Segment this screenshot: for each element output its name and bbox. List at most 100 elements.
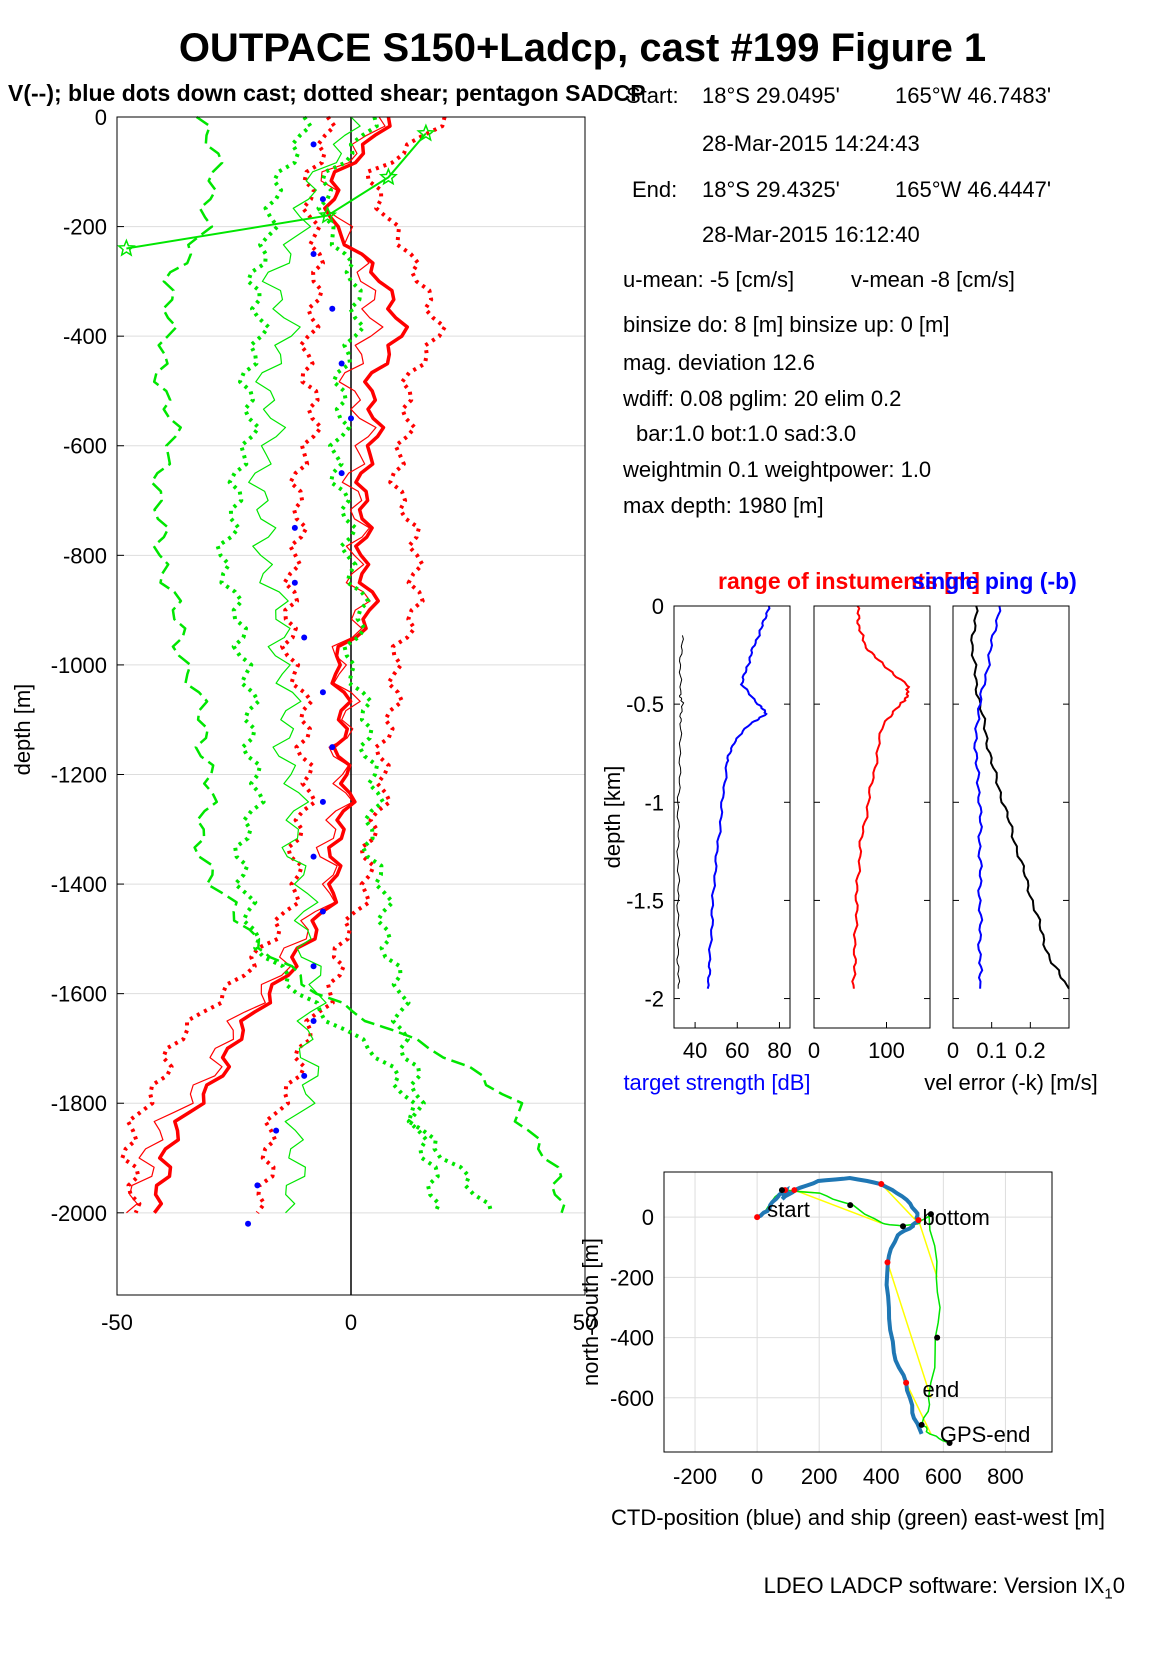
downcast-dot bbox=[310, 853, 317, 860]
sadcp-pentagon bbox=[318, 205, 338, 224]
downcast-dot bbox=[310, 250, 317, 257]
velocity-error-chart: 0 0.1 0.2 vel error (-k) [m/s] bbox=[924, 605, 1098, 1095]
max-depth: max depth: 1980 [m] bbox=[623, 493, 824, 518]
software-tail: 0 bbox=[1112, 1573, 1125, 1598]
ship-marker bbox=[900, 1223, 907, 1230]
x-tick-label: 0.2 bbox=[1015, 1038, 1046, 1063]
downcast-dot bbox=[319, 908, 326, 915]
downcast-dot bbox=[291, 524, 298, 531]
y-axis-label: depth [km] bbox=[600, 766, 625, 869]
mag-deviation: mag. deviation 12.6 bbox=[623, 350, 816, 375]
bar-settings: bar:1.0 bot:1.0 sad:3.0 bbox=[636, 421, 857, 446]
downcast-dot bbox=[291, 579, 298, 586]
profile-line bbox=[973, 605, 1002, 989]
y-tick-label: -0.5 bbox=[626, 692, 664, 717]
ctd-marker bbox=[915, 1217, 922, 1224]
x-tick-label: 800 bbox=[987, 1464, 1024, 1489]
y-tick-label: -1000 bbox=[51, 653, 107, 678]
start-time: 28-Mar-2015 14:24:43 bbox=[702, 131, 920, 156]
page-title: OUTPACE S150+Ladcp, cast #199 Figure 1 bbox=[178, 26, 987, 70]
y-tick-label: 0 bbox=[642, 1205, 654, 1230]
downcast-dot bbox=[245, 1220, 252, 1227]
profile-line bbox=[706, 605, 771, 989]
velocity-series-line bbox=[248, 116, 361, 1214]
downcast-dot bbox=[310, 141, 317, 148]
downcast-dot bbox=[329, 744, 336, 751]
ctd-ship-connector bbox=[794, 1189, 882, 1224]
downcast-dot bbox=[310, 963, 317, 970]
ship-marker bbox=[946, 1439, 953, 1446]
x-tick-label: 100 bbox=[868, 1038, 905, 1063]
profile-line bbox=[970, 605, 1070, 990]
track-label-start: start bbox=[767, 1197, 810, 1222]
downcast-dot bbox=[319, 689, 326, 696]
software-version: LDEO LADCP software: Version IX10 bbox=[764, 1573, 1125, 1602]
y-tick-label: -1800 bbox=[51, 1091, 107, 1116]
y-tick-label: -800 bbox=[63, 543, 107, 568]
ctd-ship-connector bbox=[917, 1219, 938, 1278]
y-tick-label: -1.5 bbox=[626, 888, 664, 913]
weight-settings: weightmin 0.1 weightpower: 1.0 bbox=[623, 457, 932, 482]
y-tick-label: 0 bbox=[95, 105, 107, 130]
velocity-series-line bbox=[255, 116, 447, 1214]
x-tick-label: 0 bbox=[947, 1038, 959, 1063]
end-time: 28-Mar-2015 16:12:40 bbox=[702, 222, 920, 247]
y-tick-label: -1600 bbox=[51, 982, 107, 1007]
ctd-marker bbox=[878, 1181, 885, 1188]
x-tick-label: 0 bbox=[751, 1464, 763, 1489]
ctd-marker bbox=[903, 1379, 910, 1386]
y-tick-label: -1200 bbox=[51, 762, 107, 787]
x-tick-label: 50 bbox=[573, 1310, 597, 1335]
sadcp-pentagon bbox=[116, 238, 136, 257]
downcast-dot bbox=[301, 634, 308, 641]
start-latitude: 18°S 29.0495' bbox=[702, 83, 840, 108]
ship-marker bbox=[918, 1421, 925, 1428]
panel-frame bbox=[952, 605, 1070, 1029]
x-tick-label: 80 bbox=[767, 1038, 791, 1063]
x-tick-label: 0.1 bbox=[976, 1038, 1007, 1063]
u-mean: u-mean: -5 [cm/s] bbox=[623, 267, 795, 292]
x-axis-label: vel error (-k) [m/s] bbox=[924, 1070, 1098, 1095]
panel-frame bbox=[673, 605, 791, 1029]
x-axis-label: CTD-position (blue) and ship (green) eas… bbox=[611, 1505, 1105, 1530]
y-tick-label: -2000 bbox=[51, 1201, 107, 1226]
sadcp-pentagon bbox=[416, 123, 436, 142]
x-tick-label: -50 bbox=[101, 1310, 133, 1335]
y-tick-label: -200 bbox=[63, 215, 107, 240]
ship-marker bbox=[847, 1202, 854, 1209]
panel-frame bbox=[813, 605, 931, 1029]
software-label: LDEO LADCP software: Version IX bbox=[763, 1573, 1105, 1598]
ctd-ship-connector bbox=[905, 1382, 932, 1435]
plot-frame bbox=[116, 116, 586, 1296]
wdiff-settings: wdiff: 0.08 pglim: 20 elim 0.2 bbox=[623, 386, 902, 411]
start-label: Start: bbox=[626, 83, 679, 108]
track-label-bottom: bottom bbox=[923, 1205, 990, 1230]
target-strength-chart: 0 -0.5 -1 -1.5 -2 40 60 80 depth [km] range of in… bbox=[600, 568, 1077, 1095]
y-tick-label: -200 bbox=[610, 1265, 654, 1290]
track-label-end: end bbox=[923, 1377, 960, 1402]
y-tick-label: -600 bbox=[63, 434, 107, 459]
downcast-dot bbox=[319, 798, 326, 805]
start-longitude: 165°W 46.7483' bbox=[895, 83, 1052, 108]
ship-marker bbox=[778, 1187, 785, 1194]
y-tick-label: -1400 bbox=[51, 872, 107, 897]
track-label-gps-end: GPS-end bbox=[940, 1422, 1031, 1447]
downcast-dot bbox=[301, 1072, 308, 1079]
downcast-dot bbox=[348, 415, 354, 422]
velocity-series-line bbox=[150, 115, 566, 1214]
velocity-series-line bbox=[316, 116, 441, 1214]
range-title: range of instuments [m] bbox=[718, 568, 980, 594]
y-tick-label: -1 bbox=[644, 790, 664, 815]
ship-track-chart: -200 0 200 400 600 800 0 -200 -400 -600 start botto… bbox=[578, 1171, 1105, 1530]
x-axis-label: target strength [dB] bbox=[623, 1070, 810, 1095]
profile-line bbox=[851, 605, 911, 989]
ship-track-line bbox=[756, 1189, 950, 1444]
y-axis-label: north-south [m] bbox=[578, 1238, 603, 1386]
end-longitude: 165°W 46.4447' bbox=[895, 177, 1052, 202]
ctd-marker bbox=[754, 1214, 761, 1221]
downcast-dot bbox=[329, 305, 336, 312]
x-tick-label: 400 bbox=[863, 1464, 900, 1489]
ctd-ship-connector bbox=[886, 1262, 932, 1399]
end-label: End: bbox=[632, 177, 678, 202]
